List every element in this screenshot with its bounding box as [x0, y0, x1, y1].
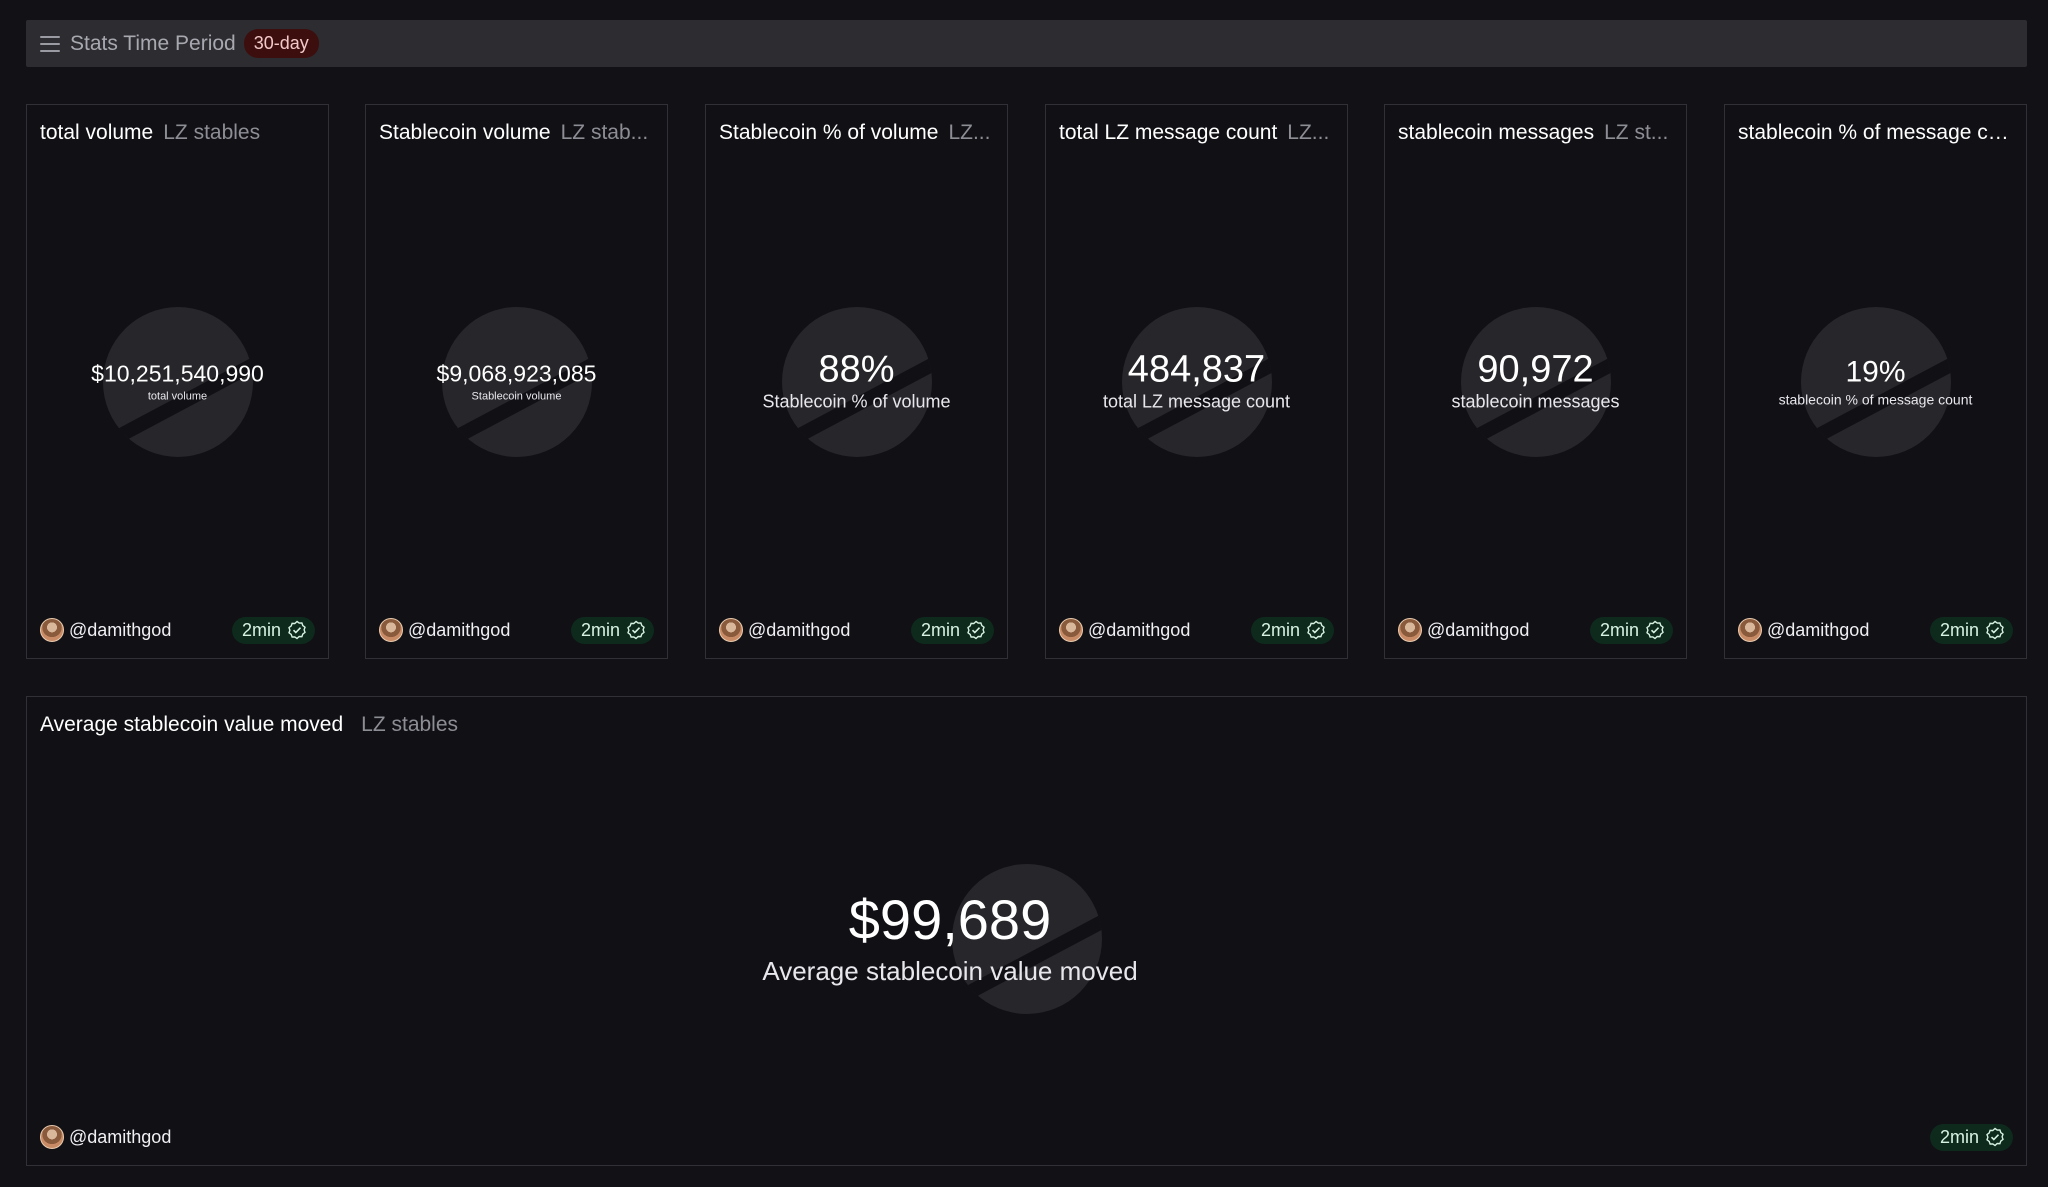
author-handle: @damithgod: [1767, 619, 1870, 640]
card-title[interactable]: total volume: [40, 121, 154, 144]
counter-visual: $99,689 Average stablecoin value moved: [762, 864, 1138, 1014]
author-handle: @damithgod: [408, 619, 511, 640]
counter-label: Stablecoin % of volume: [762, 391, 951, 412]
freshness-label: 2min: [1260, 619, 1300, 640]
card-title[interactable]: Stablecoin volume: [379, 121, 551, 144]
author[interactable]: @damithgod: [1398, 618, 1529, 642]
freshness-label: 2min: [1599, 619, 1639, 640]
check-circle-icon: [967, 620, 985, 640]
freshness-badge[interactable]: 2min: [910, 616, 994, 644]
counter-value: 88%: [818, 348, 895, 391]
user-avatar: [719, 618, 743, 642]
user-avatar: [379, 618, 403, 642]
stats-time-period-label: Stats Time Period: [70, 31, 236, 55]
counter-label: stablecoin messages: [1451, 391, 1620, 412]
author-handle: @damithgod: [69, 1126, 172, 1147]
card-title[interactable]: Average stablecoin value moved: [40, 713, 344, 736]
check-circle-icon: [627, 620, 645, 640]
stats-time-period-bar[interactable]: Stats Time Period 30-day: [26, 20, 2027, 67]
counter-visual: $10,251,540,990 total volume: [91, 306, 264, 457]
card-title[interactable]: stablecoin % of message c...: [1738, 121, 2006, 144]
author-handle: @damithgod: [748, 619, 851, 640]
counter-value: 90,972: [1477, 348, 1594, 391]
freshness-label: 2min: [580, 619, 620, 640]
card-source[interactable]: LZ st...: [1604, 121, 1669, 144]
counter-visual: $9,068,923,085 Stablecoin volume: [437, 306, 596, 457]
user-avatar: [40, 1125, 64, 1149]
freshness-label: 2min: [1939, 619, 1979, 640]
freshness-badge[interactable]: 2min: [1929, 616, 2013, 644]
card-stablecoin-pct-volume[interactable]: Stablecoin % of volume LZ... 88% Stableco…: [705, 104, 1008, 659]
counter-label: stablecoin % of message count: [1778, 391, 1973, 408]
card-source[interactable]: LZ stables: [163, 121, 261, 144]
card-stablecoin-volume[interactable]: Stablecoin volume LZ stab... $9,068,923,0…: [365, 104, 668, 659]
author[interactable]: @damithgod: [40, 618, 171, 642]
author[interactable]: @damithgod: [379, 618, 510, 642]
author[interactable]: @damithgod: [1738, 618, 1869, 642]
card-total-volume[interactable]: total volume LZ stables $10,251,540,990 t…: [26, 104, 329, 659]
freshness-badge[interactable]: 2min: [1929, 1123, 2013, 1151]
freshness-label: 2min: [1939, 1126, 1979, 1147]
author[interactable]: @damithgod: [1059, 618, 1190, 642]
check-circle-icon: [1307, 620, 1325, 640]
menu-icon[interactable]: [40, 35, 60, 52]
card-stablecoin-messages[interactable]: stablecoin messages LZ st... 90,972 stabl…: [1384, 104, 1687, 659]
card-title[interactable]: total LZ message count: [1059, 121, 1278, 144]
counter-value: $10,251,540,990: [91, 359, 264, 386]
check-circle-icon: [1646, 620, 1664, 640]
counter-value: 19%: [1845, 354, 1906, 388]
counter-label: Average stablecoin value moved: [762, 955, 1138, 986]
user-avatar: [40, 618, 64, 642]
user-avatar: [1738, 618, 1762, 642]
freshness-label: 2min: [920, 619, 960, 640]
freshness-badge[interactable]: 2min: [1589, 616, 1673, 644]
freshness-badge[interactable]: 2min: [570, 616, 654, 644]
card-total-lz-message-count[interactable]: total LZ message count LZ... 484,837 tota…: [1045, 104, 1348, 659]
card-average-stablecoin-value[interactable]: Average stablecoin value moved LZ stables…: [26, 696, 2027, 1166]
check-circle-icon: [288, 620, 306, 640]
check-circle-icon: [1986, 620, 2004, 640]
counter-visual: 19% stablecoin % of message count: [1779, 306, 1972, 457]
period-badge[interactable]: 30-day: [243, 29, 319, 58]
counter-label: total LZ message count: [1102, 391, 1291, 412]
counter-value: $99,689: [848, 888, 1052, 952]
author[interactable]: @damithgod: [40, 1125, 171, 1149]
counter-visual: 88% Stablecoin % of volume: [762, 306, 951, 457]
freshness-badge[interactable]: 2min: [231, 616, 315, 644]
counter-value: 484,837: [1127, 348, 1266, 391]
check-circle-icon: [1986, 1127, 2004, 1147]
counter-label: total volume: [147, 390, 208, 403]
author[interactable]: @damithgod: [719, 618, 850, 642]
author-handle: @damithgod: [69, 619, 172, 640]
card-title[interactable]: Stablecoin % of volume: [719, 121, 939, 144]
counter-visual: 484,837 total LZ message count: [1103, 306, 1290, 457]
card-source[interactable]: LZ stables: [361, 713, 459, 736]
counter-value: $9,068,923,085: [436, 359, 597, 386]
freshness-label: 2min: [241, 619, 281, 640]
card-source[interactable]: LZ...: [1287, 121, 1330, 144]
card-source[interactable]: LZ stab...: [560, 121, 649, 144]
counter-label: Stablecoin volume: [471, 390, 562, 403]
author-handle: @damithgod: [1088, 619, 1191, 640]
author-handle: @damithgod: [1427, 619, 1530, 640]
card-stablecoin-pct-message-count[interactable]: stablecoin % of message c... 19% stablec…: [1724, 104, 2027, 659]
freshness-badge[interactable]: 2min: [1250, 616, 1334, 644]
counter-visual: 90,972 stablecoin messages: [1451, 306, 1620, 457]
card-title[interactable]: stablecoin messages: [1398, 121, 1595, 144]
user-avatar: [1398, 618, 1422, 642]
user-avatar: [1059, 618, 1083, 642]
card-source[interactable]: LZ...: [948, 121, 991, 144]
